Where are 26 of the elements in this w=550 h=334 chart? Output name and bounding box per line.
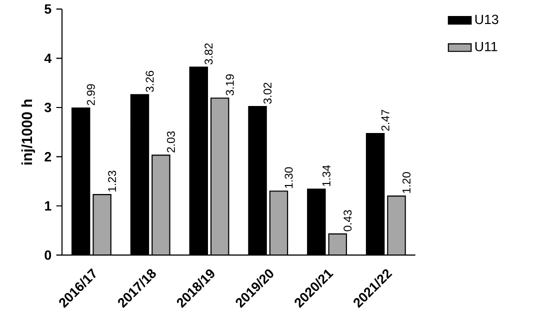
bar [93,194,111,256]
data-label: 3.19 [226,74,234,96]
data-label: 3.82 [204,43,213,64]
y-tick-label: 1 [45,201,52,210]
y-axis-title: inj/1000 h [21,100,36,164]
bar [270,191,288,256]
legend-label: U11 [475,42,498,52]
data-label: 1.34 [322,165,330,186]
data-label: 2.03 [166,131,175,152]
data-label: 3.02 [264,82,272,104]
bar [152,155,170,256]
y-tick-label: 2 [44,152,52,162]
y-tick-label: 3 [44,102,52,112]
y-tick-label: 4 [44,54,52,63]
bar [210,98,229,256]
data-label: 1.23 [108,170,116,192]
data-label: 1.20 [402,172,411,193]
data-label: 1.30 [284,167,293,188]
bar [387,195,406,256]
data-label: 3.26 [146,70,154,92]
y-tick-label: 0 [44,250,52,260]
data-label: 0.43 [344,210,352,232]
y-tick-label: 5 [44,4,52,14]
data-label: 2.47 [381,110,390,131]
legend-label: U13 [475,14,498,24]
data-label: 2.99 [86,84,95,106]
